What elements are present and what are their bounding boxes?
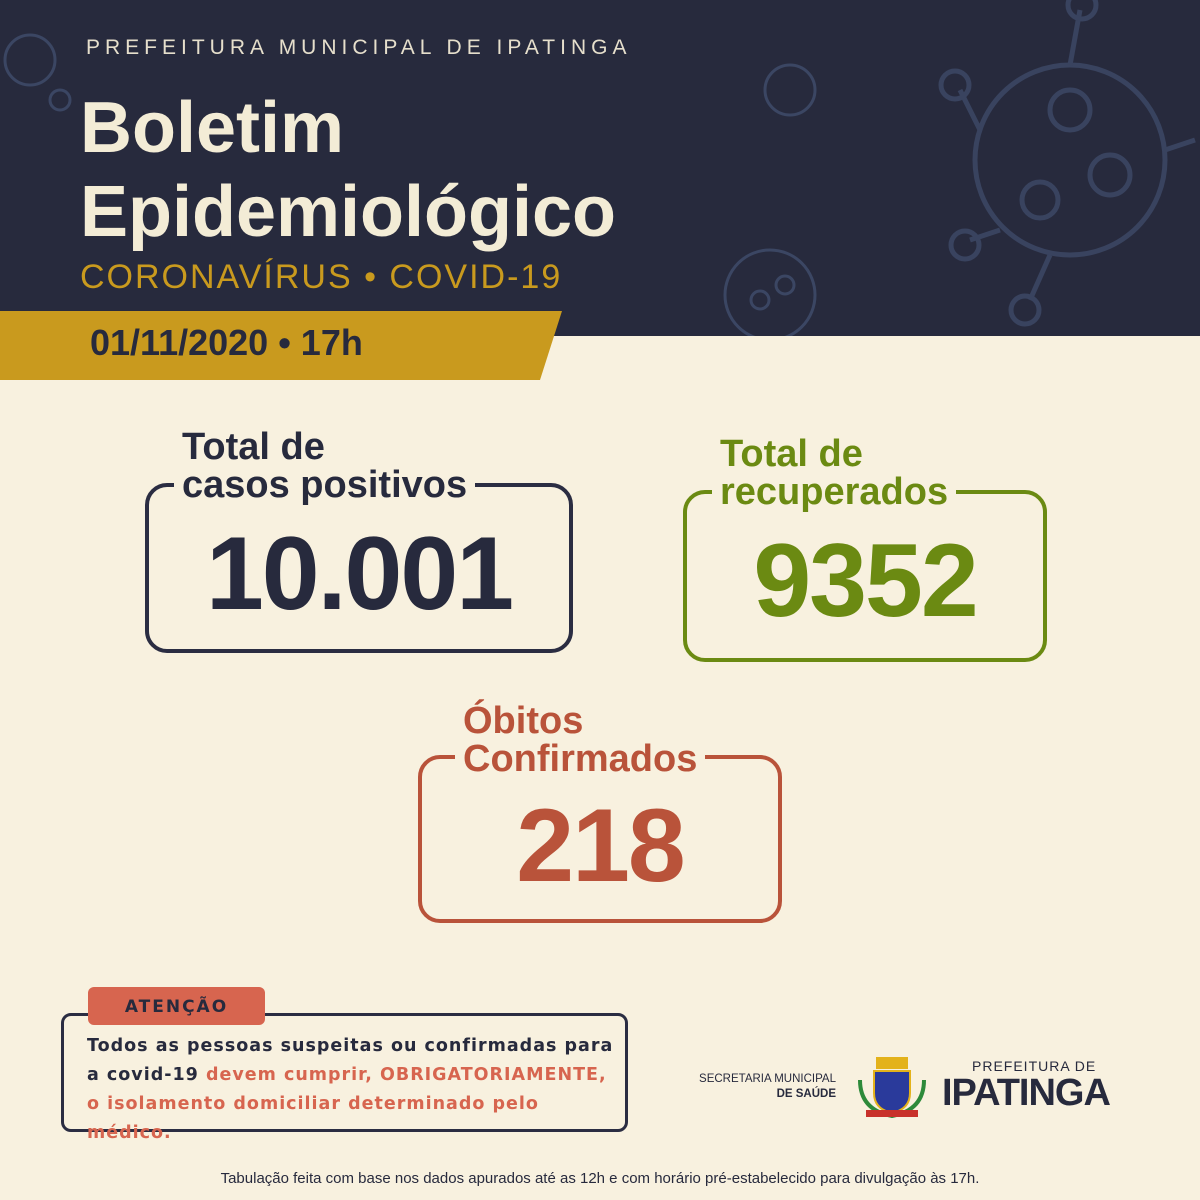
label-line: casos positivos [182, 464, 468, 506]
prefeitura-logo: PREFEITURA DE IPATINGA [942, 1058, 1111, 1114]
stat-value: 10.001 [205, 516, 514, 632]
stat-value: 9352 [753, 523, 978, 639]
stat-box: 10.001 [145, 483, 573, 653]
stat-label: Total de recuperados [712, 433, 957, 513]
virus-decor [3, 0, 1196, 336]
stat-box: 9352 [683, 490, 1047, 662]
logo-line: DE SAÚDE [776, 1088, 836, 1100]
logo-line: SECRETARIA MUNICIPAL [699, 1073, 836, 1085]
logo-line: PREFEITURA DE [972, 1058, 1097, 1074]
label-line: Total de [182, 426, 325, 468]
footer-note: Tabulação feita com base nos dados apura… [220, 1170, 980, 1187]
notice-text: Todos as pessoas suspeitas ou confirmada… [87, 1032, 617, 1148]
stat-value: 218 [516, 788, 686, 904]
date-banner [0, 311, 562, 380]
notice-box [61, 1013, 628, 1132]
date: 01/11/2020 • 17h [90, 322, 363, 363]
title-line: Boletim [80, 88, 345, 168]
logo-line: IPATINGA [942, 1072, 1111, 1114]
notice-highlight: devem cumprir, OBRIGATORIAMENTE, o isola… [87, 1065, 607, 1143]
label-line: Total de [720, 433, 863, 475]
label-line: recuperados [720, 471, 949, 513]
secretaria-logo: SECRETARIA MUNICIPAL DE SAÚDE [690, 1072, 836, 1102]
stat-label: Óbitos Confirmados [455, 700, 706, 780]
label-line: Óbitos [463, 700, 584, 742]
notice-tag: ATENÇÃO [88, 987, 265, 1025]
title-line: Epidemiológico [80, 172, 617, 252]
coat-of-arms [858, 1057, 926, 1119]
org-name: PREFEITURA MUNICIPAL DE IPATINGA [86, 36, 632, 59]
header-band [0, 0, 1200, 336]
subtitle: CORONAVÍRUS • COVID-19 [80, 258, 563, 296]
label-line: Confirmados [463, 738, 698, 780]
stat-box: 218 [418, 755, 782, 923]
stat-label: Total de casos positivos [174, 426, 476, 506]
title: Boletim Epidemiológico [80, 86, 616, 254]
notice-plain: Todos as pessoas suspeitas ou confirmada… [87, 1036, 614, 1085]
